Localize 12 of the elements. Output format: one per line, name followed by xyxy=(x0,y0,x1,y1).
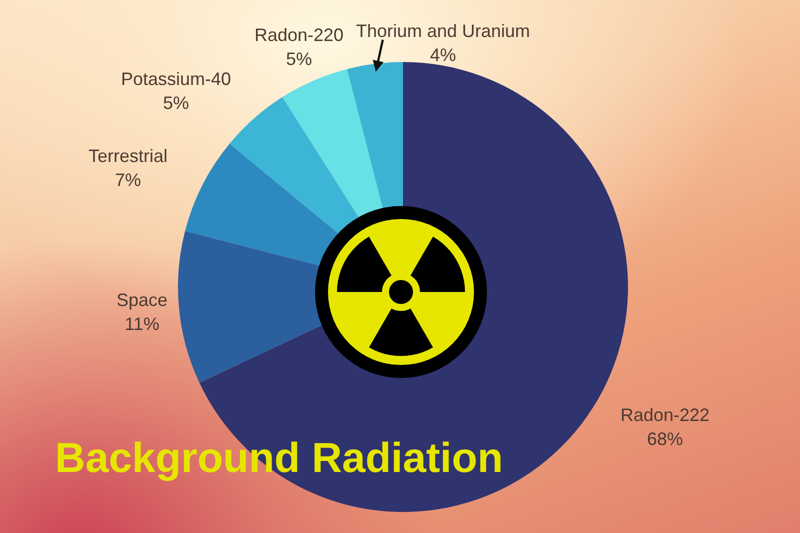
data-label: 5% xyxy=(286,49,312,69)
slice-label: Space xyxy=(116,290,168,310)
data-label: 68% xyxy=(646,429,684,449)
slice-label: Terrestrial xyxy=(88,146,168,166)
slice-label: Radon-220 xyxy=(254,25,344,45)
data-label: 5% xyxy=(162,93,190,113)
data-label: 4% xyxy=(430,45,456,65)
slice-label: Potassium-40 xyxy=(120,69,232,89)
slice-label: Radon-222 xyxy=(620,405,710,425)
data-label: 11% xyxy=(124,314,160,334)
data-label: 7% xyxy=(114,170,142,190)
slice-label: Thorium and Uranium xyxy=(356,21,530,41)
